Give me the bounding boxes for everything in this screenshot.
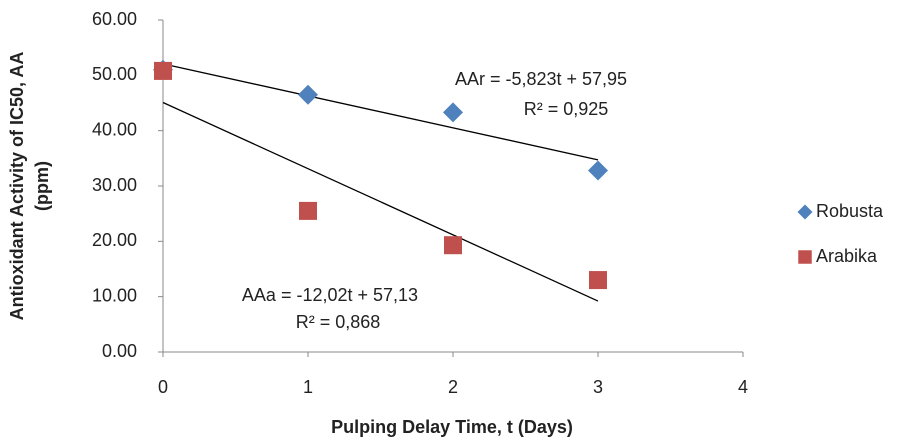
- x-axis-title: Pulping Delay Time, t (Days): [331, 417, 573, 437]
- x-tick-label: 2: [448, 377, 458, 397]
- point: [154, 61, 172, 80]
- y-tick-label: 30.00: [92, 175, 137, 195]
- y-axis-title: Antioxidant Activity of IC50, AA: [7, 52, 27, 321]
- y-tick-label: 10.00: [92, 285, 137, 305]
- y-tick-label: 40.00: [92, 119, 137, 139]
- point: [298, 84, 318, 105]
- x-tick-label: 0: [158, 377, 168, 397]
- x-tick-label: 4: [738, 377, 748, 397]
- x-tick-label: 3: [593, 377, 603, 397]
- annotation: AAr = -5,823t + 57,95: [455, 69, 627, 89]
- legend-marker: [798, 250, 812, 264]
- legend-marker: [797, 204, 813, 220]
- y-tick-label: 50.00: [92, 64, 137, 84]
- y-tick-label: 20.00: [92, 230, 137, 250]
- point: [443, 102, 463, 123]
- trendline: [162, 101, 599, 302]
- annotation: R² = 0,868: [296, 312, 381, 332]
- point: [588, 160, 608, 181]
- y-tick-label: 0.00: [102, 341, 137, 361]
- legend-label: Robusta: [816, 201, 884, 221]
- y-axis-title: (ppm): [32, 161, 52, 211]
- x-tick-label: 1: [303, 377, 313, 397]
- point: [589, 271, 607, 290]
- annotation: R² = 0,925: [524, 99, 609, 119]
- legend-label: Arabika: [816, 246, 878, 266]
- annotation: AAa = -12,02t + 57,13: [242, 285, 418, 305]
- point: [444, 236, 462, 255]
- point: [299, 201, 317, 220]
- trendline: [162, 63, 599, 161]
- y-tick-label: 60.00: [92, 9, 137, 29]
